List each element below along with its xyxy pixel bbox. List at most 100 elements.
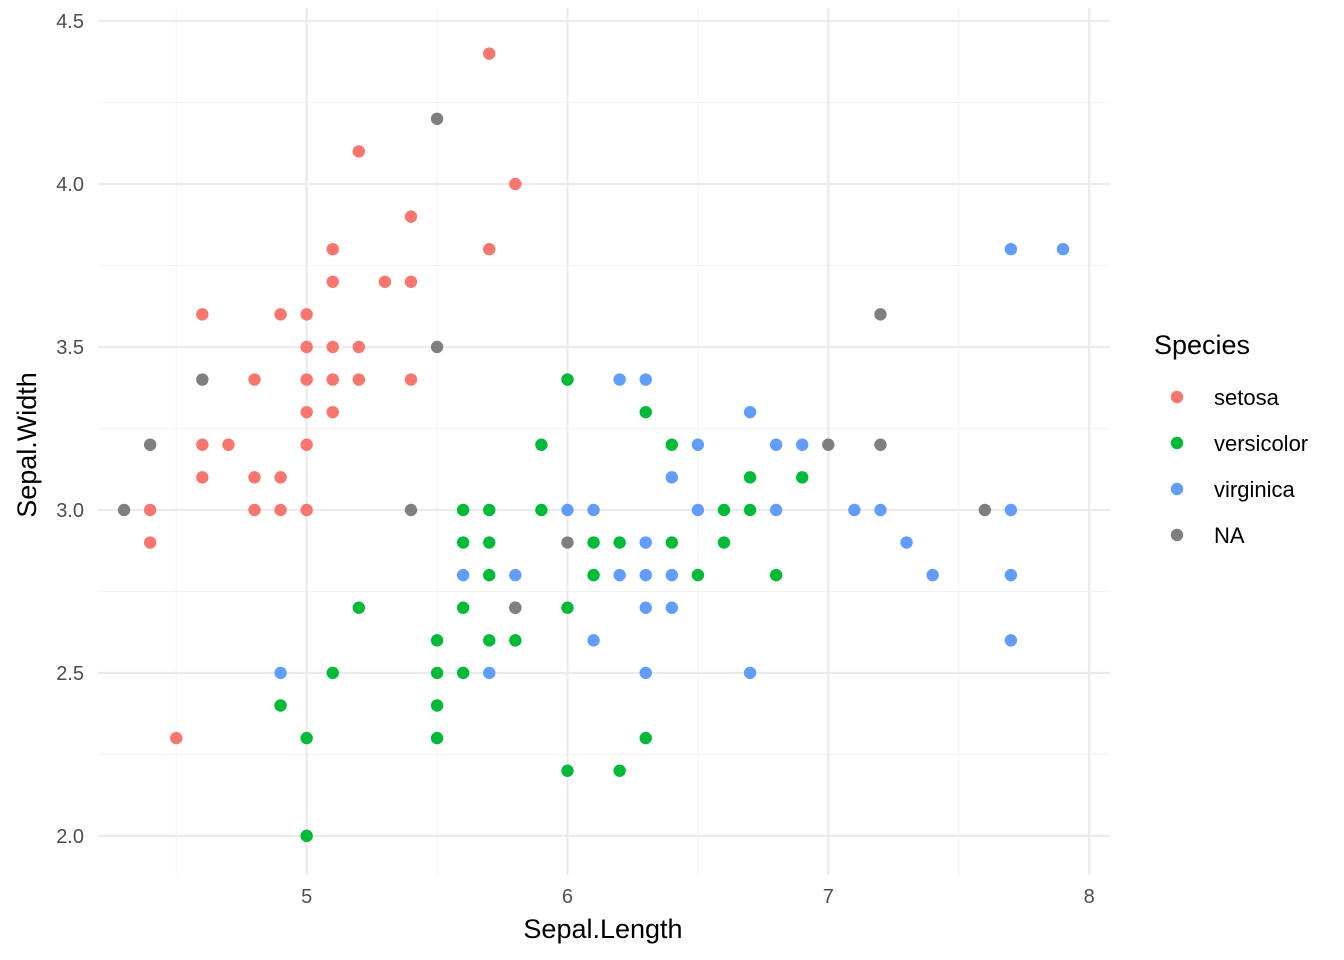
data-point xyxy=(430,731,444,745)
y-tick-label: 3.5 xyxy=(56,337,84,359)
data-point xyxy=(456,666,470,680)
data-point xyxy=(509,568,522,582)
data-point xyxy=(848,503,861,517)
data-point xyxy=(196,438,209,451)
data-point xyxy=(326,405,339,419)
data-point xyxy=(300,829,313,843)
data-point xyxy=(561,536,574,549)
data-point xyxy=(796,471,809,484)
data-point xyxy=(274,308,287,321)
data-point xyxy=(456,601,470,614)
legend-key-NA xyxy=(1170,528,1184,542)
data-point xyxy=(300,373,313,386)
data-point xyxy=(613,536,626,549)
data-point xyxy=(300,405,313,419)
data-point xyxy=(509,634,522,647)
data-point xyxy=(404,275,418,288)
data-point xyxy=(561,601,574,614)
legend-label: versicolor xyxy=(1214,431,1308,456)
data-point xyxy=(717,503,731,517)
data-point xyxy=(117,503,131,517)
data-point xyxy=(1004,503,1018,517)
x-tick-label: 5 xyxy=(301,886,312,908)
x-axis-ticks: 5 6 7 8 xyxy=(301,886,1095,908)
data-point xyxy=(300,438,313,451)
y-tick-label: 4.5 xyxy=(56,11,84,33)
y-tick-label: 3.0 xyxy=(56,500,84,522)
data-point xyxy=(926,568,939,582)
data-point xyxy=(613,764,626,777)
x-tick-label: 7 xyxy=(823,886,834,908)
data-point xyxy=(456,568,470,582)
data-point xyxy=(691,568,705,582)
data-point xyxy=(248,373,261,386)
legend-key-setosa xyxy=(1170,390,1184,404)
data-point xyxy=(352,340,366,354)
data-point xyxy=(326,666,339,680)
data-point xyxy=(483,634,496,647)
data-point xyxy=(691,438,705,451)
data-point xyxy=(143,438,157,451)
data-point xyxy=(743,503,757,517)
data-point xyxy=(430,666,444,680)
data-point xyxy=(326,340,339,354)
y-axis-title: Sepal.Width xyxy=(12,372,42,518)
data-point xyxy=(300,308,313,321)
data-point xyxy=(326,373,339,386)
data-point xyxy=(143,503,157,517)
legend-label: setosa xyxy=(1214,385,1280,410)
data-point xyxy=(874,503,887,517)
data-point xyxy=(587,634,600,647)
data-point xyxy=(639,731,652,745)
data-point xyxy=(430,634,444,647)
data-point xyxy=(613,568,626,582)
data-point xyxy=(665,568,679,582)
data-point xyxy=(561,764,574,777)
legend-title: Species xyxy=(1154,330,1250,360)
data-point xyxy=(352,373,366,386)
data-point xyxy=(483,242,496,256)
series-virginica xyxy=(274,242,1070,680)
data-point xyxy=(430,112,444,126)
data-point xyxy=(1056,242,1070,256)
y-tick-label: 4.0 xyxy=(56,174,84,196)
data-point xyxy=(143,536,157,549)
legend-label: virginica xyxy=(1214,477,1295,502)
data-point xyxy=(404,373,418,386)
data-point xyxy=(274,666,287,680)
x-tick-label: 6 xyxy=(562,886,573,908)
data-point xyxy=(639,568,652,582)
data-point xyxy=(639,666,652,680)
data-point xyxy=(561,373,574,386)
data-point xyxy=(483,536,496,549)
data-point xyxy=(170,731,183,745)
x-tick-label: 8 xyxy=(1084,886,1095,908)
y-tick-label: 2.5 xyxy=(56,663,84,685)
data-point xyxy=(248,503,261,517)
data-point xyxy=(639,601,652,614)
data-point xyxy=(352,601,366,614)
data-point xyxy=(483,47,496,60)
data-point xyxy=(665,471,679,484)
data-point xyxy=(978,503,992,517)
data-point xyxy=(274,471,287,484)
data-point xyxy=(900,536,913,549)
data-point xyxy=(222,438,235,451)
data-point xyxy=(1004,568,1018,582)
data-point xyxy=(691,503,705,517)
data-point xyxy=(769,503,783,517)
data-point xyxy=(430,340,444,354)
data-point xyxy=(743,666,757,680)
data-point xyxy=(717,536,731,549)
data-point xyxy=(274,699,287,712)
data-point xyxy=(743,471,757,484)
data-point xyxy=(1004,634,1018,647)
data-point xyxy=(404,503,418,517)
data-point xyxy=(509,177,522,191)
data-point xyxy=(456,536,470,549)
data-point xyxy=(665,601,679,614)
series-setosa xyxy=(143,47,522,745)
data-point xyxy=(535,503,548,517)
legend-label: NA xyxy=(1214,523,1245,548)
data-point xyxy=(196,471,209,484)
